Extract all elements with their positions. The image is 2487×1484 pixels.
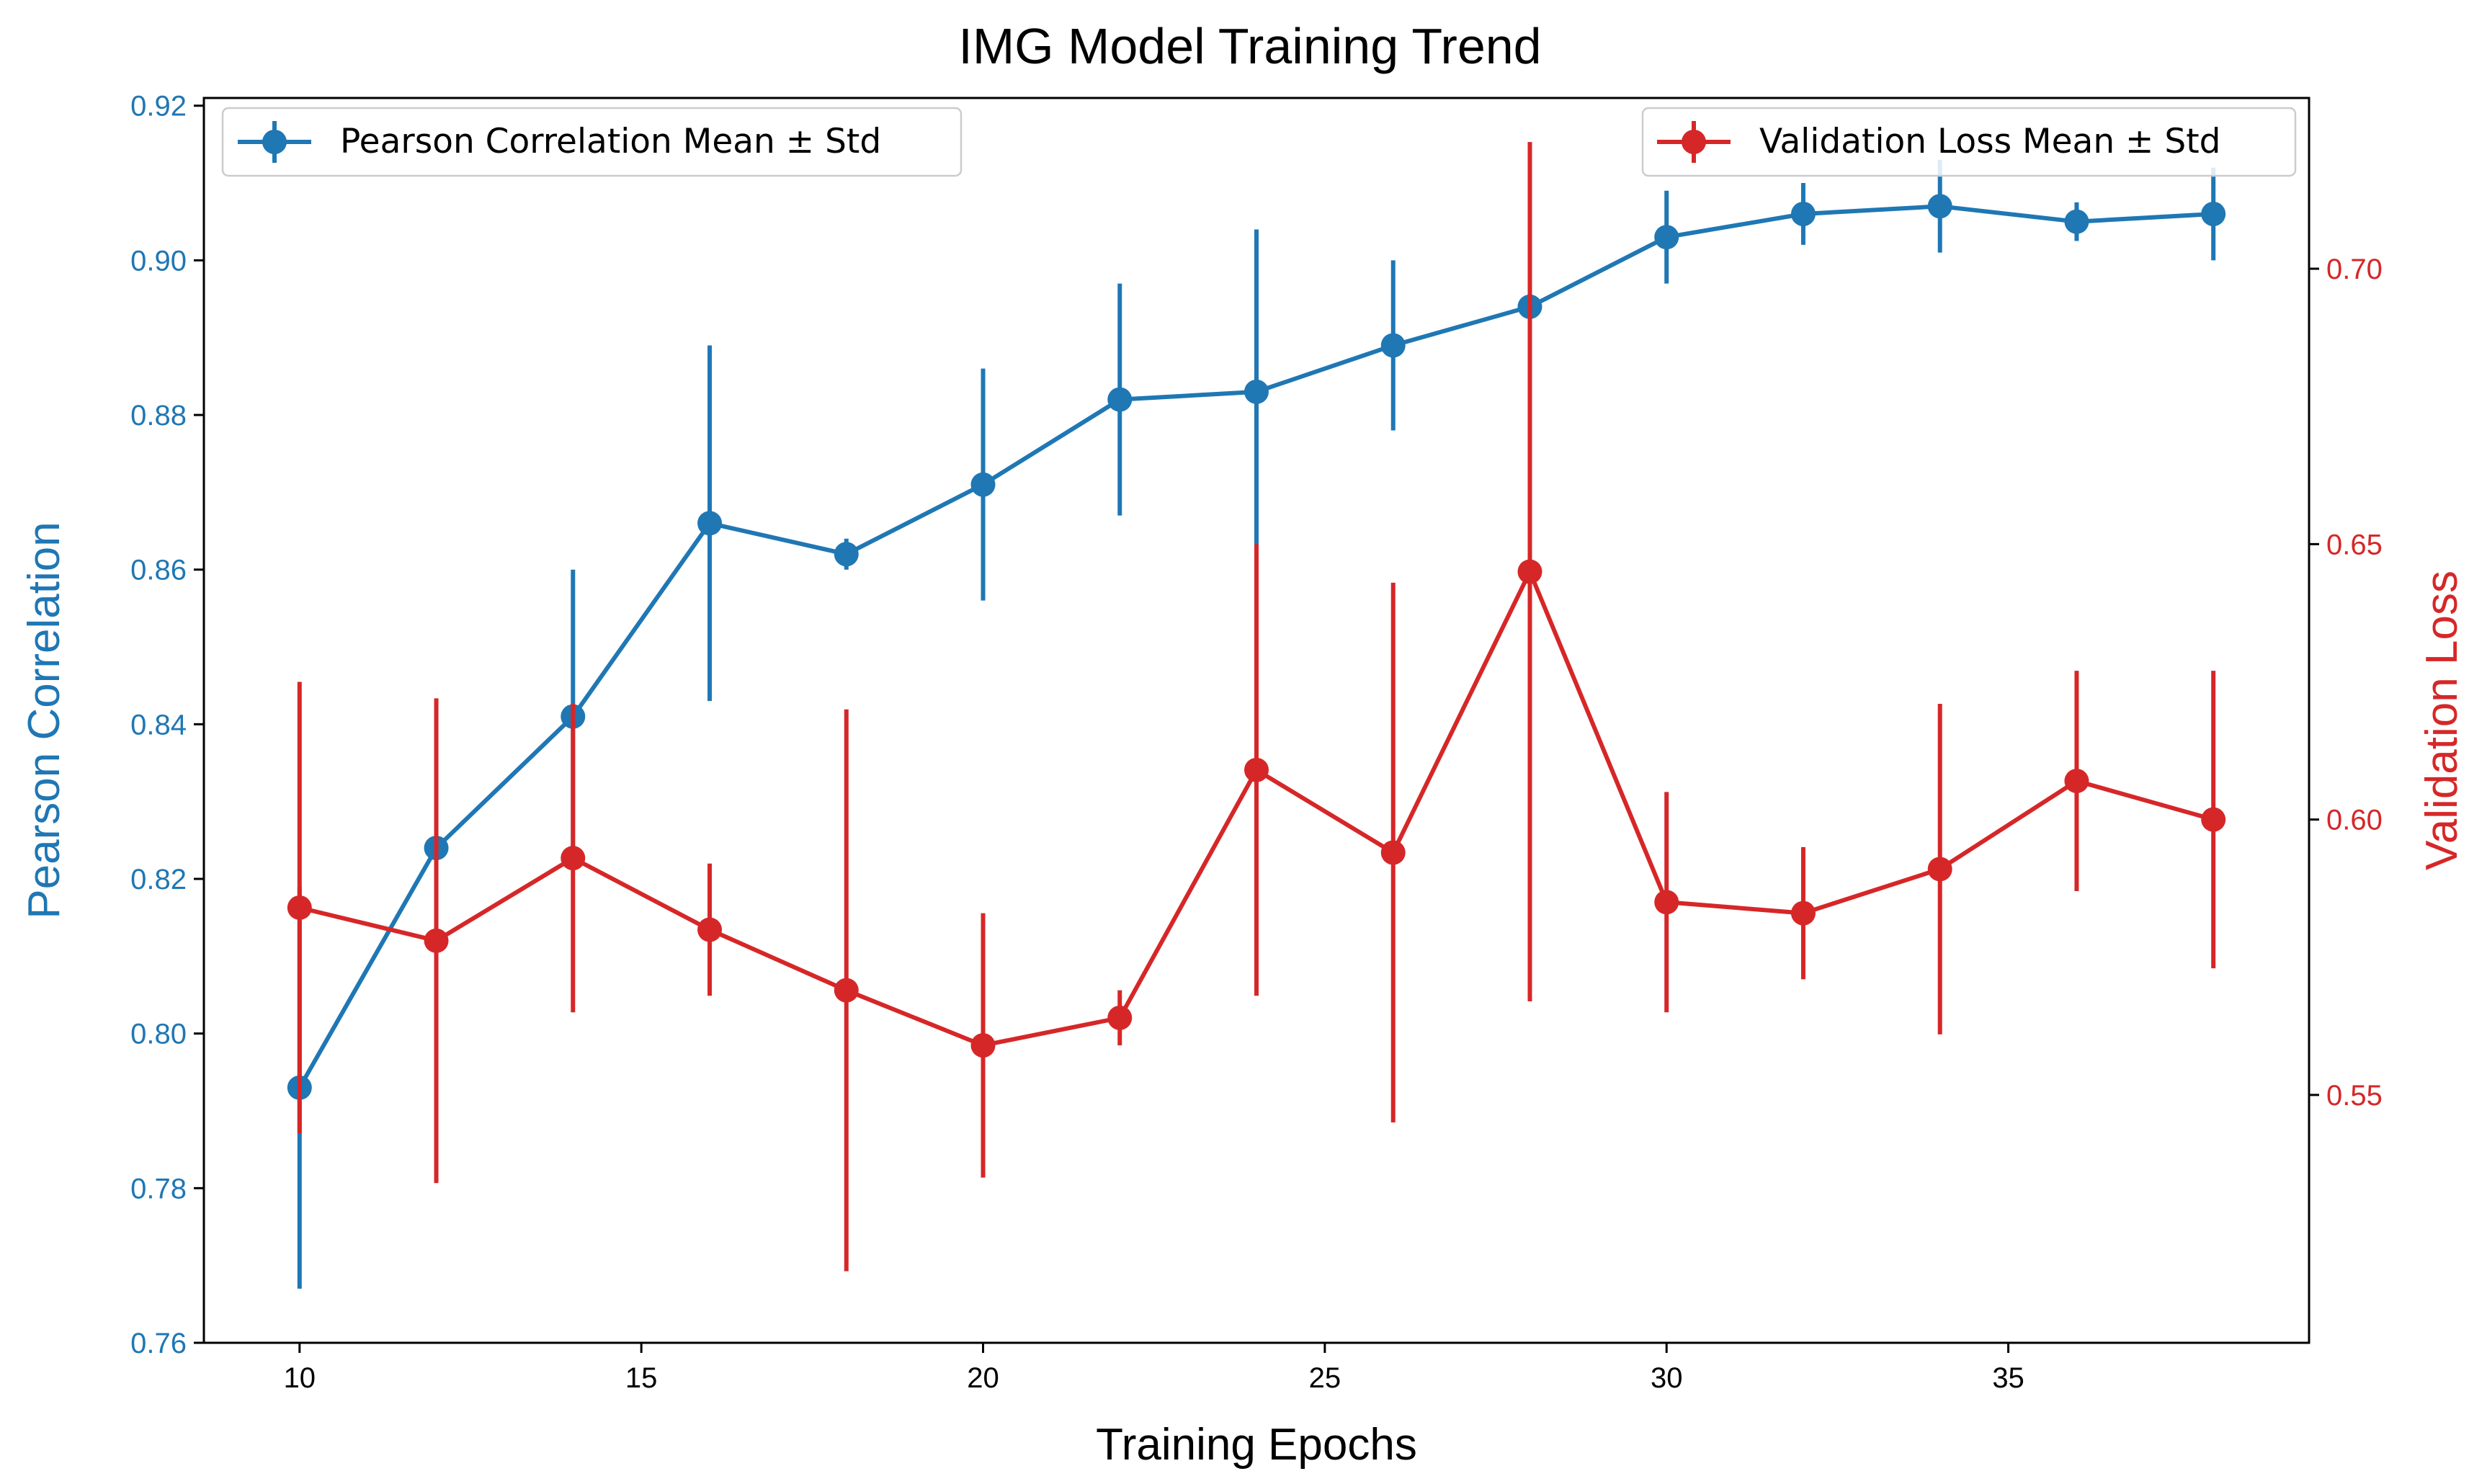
x-axis-ticks: 10 15 20 25 30 35 [284,1343,2024,1394]
left-tick-label: 0.80 [130,1019,187,1050]
pearson-point [1380,333,1406,358]
validation-loss-point [1107,1005,1133,1030]
chart-title: IMG Model Training Trend [958,18,1541,74]
pearson-point [1927,194,1952,219]
left-axis-title: Pearson Correlation [19,522,69,918]
pearson-point [2201,201,2226,226]
x-tick-label: 10 [284,1362,316,1394]
pearson-point [834,542,859,567]
legend-pearson-frame [221,107,963,177]
left-tick-label: 0.88 [130,400,187,432]
pearson-point [2064,209,2089,234]
validation-loss-point [2201,807,2226,832]
validation-loss-point [287,895,312,920]
legend-validation-loss-frame [1641,107,2297,177]
series-layer [287,142,2226,1289]
left-tick-label: 0.86 [130,555,187,586]
validation-loss-point [1380,840,1406,865]
legend-validation-loss-label: Validation Loss Mean ± Std [1759,122,2220,161]
validation-loss-point [697,917,723,942]
right-axis-title: Validation Loss [2417,571,2467,870]
pearson-point [1654,225,1679,250]
legend-pearson-marker [262,130,287,154]
left-axis-ticks: 0.76 0.78 0.80 0.82 0.84 0.86 0.88 0.90 0.92 [130,91,204,1359]
legend-validation-loss: Validation Loss Mean ± Std [1641,107,2297,177]
right-axis-ticks: 0.55 0.60 0.65 0.70 [2309,254,2383,1112]
pearson-point [1790,201,1816,226]
x-tick-label: 25 [1309,1362,1341,1394]
right-tick-label: 0.55 [2326,1080,2383,1112]
x-tick-label: 30 [1651,1362,1683,1394]
validation-loss-point [424,928,449,953]
validation-loss-point [1244,757,1269,782]
plot-frame [202,97,2310,1344]
pearson-point [1244,379,1269,404]
validation-loss-point [1927,857,1952,882]
left-tick-label: 0.92 [130,91,187,122]
left-tick-label: 0.76 [130,1328,187,1359]
pearson-point [1107,387,1133,412]
right-tick-label: 0.65 [2326,529,2383,560]
left-tick-label: 0.78 [130,1173,187,1204]
x-tick-label: 20 [967,1362,999,1394]
left-tick-label: 0.84 [130,709,187,741]
right-tick-label: 0.70 [2326,254,2383,285]
legend-pearson: Pearson Correlation Mean ± Std [221,107,963,177]
validation-loss-point [1654,890,1679,915]
x-tick-label: 35 [1992,1362,2024,1394]
validation-loss-point [834,978,859,1003]
pearson-point [970,472,996,497]
pearson-point [697,511,723,536]
series-validation-loss [287,142,2226,1271]
left-tick-label: 0.82 [130,864,187,895]
left-tick-label: 0.90 [130,245,187,277]
validation-loss-point [970,1033,996,1058]
validation-loss-point [1790,900,1816,926]
validation-loss-point [561,846,586,871]
right-tick-label: 0.60 [2326,805,2383,836]
legend-validation-loss-marker [1682,130,1706,154]
legend-pearson-label: Pearson Correlation Mean ± Std [340,122,881,161]
x-axis-title: Training Epochs [1096,1420,1417,1470]
x-tick-label: 15 [625,1362,658,1394]
validation-loss-point [2064,769,2089,794]
validation-loss-point [1517,559,1542,584]
